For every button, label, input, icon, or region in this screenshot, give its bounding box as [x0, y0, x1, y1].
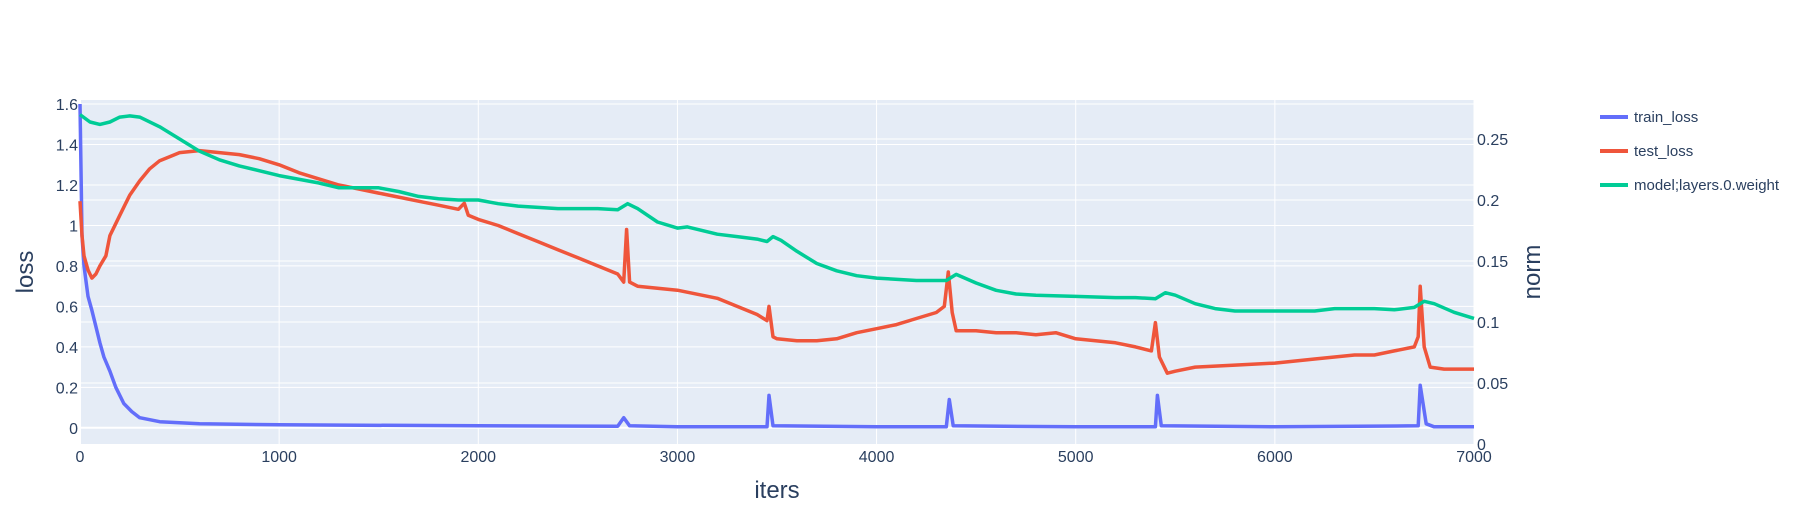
x-tick-label: 6000: [1257, 449, 1293, 466]
series-line-test-loss: [78, 148, 1474, 375]
y2-tick-labels: 0 0.05 0.1 0.15 0.2 0.25: [1477, 132, 1508, 454]
y2-axis-title: norm: [1519, 245, 1546, 300]
y-tick-label: 0.2: [56, 380, 78, 397]
y2-tick-label: 0.05: [1477, 376, 1508, 393]
y-tick-labels: 0 0.2 0.4 0.6 0.8 1 1.2 1.4 1.6: [56, 97, 78, 438]
x-tick-label: 1000: [261, 449, 297, 466]
legend-label: model;layers.0.weight: [1634, 177, 1780, 194]
x-tick-label: 2000: [460, 449, 496, 466]
y-tick-label: 1: [69, 218, 78, 235]
series-line-model-layers-0-weight: [78, 113, 1475, 321]
x-tick-label: 4000: [859, 449, 895, 466]
x-tick-label: 7000: [1456, 449, 1492, 466]
y-tick-label: 0: [69, 421, 78, 438]
legend-label: train_loss: [1634, 109, 1698, 126]
y-tick-label: 1.6: [56, 97, 78, 114]
y2-tick-label: 0.15: [1477, 254, 1508, 271]
x-axis-title: iters: [754, 477, 799, 504]
x-tick-label: 3000: [660, 449, 696, 466]
y-tick-label: 0.4: [56, 340, 78, 357]
grid-lines: [80, 100, 1475, 444]
y2-tick-label: 0.25: [1477, 132, 1508, 149]
x-tick-label: 0: [76, 449, 85, 466]
x-tick-labels: 0 1000 2000 3000 4000 5000 6000 7000: [76, 449, 1492, 466]
y-tick-label: 1.4: [56, 138, 78, 155]
plot-background: [80, 100, 1474, 444]
y-tick-label: 0.8: [56, 259, 78, 276]
y-axis-title: loss: [12, 251, 39, 294]
series-lines: [78, 103, 1475, 429]
series-line-train-loss: [78, 103, 1474, 429]
legend: train_loss test_loss model;layers.0.weight: [1600, 109, 1780, 194]
y2-tick-label: 0: [1477, 437, 1486, 454]
y-tick-label: 0.6: [56, 299, 78, 316]
y2-tick-label: 0.1: [1477, 315, 1499, 332]
y-tick-label: 1.2: [56, 178, 78, 195]
y2-tick-label: 0.2: [1477, 193, 1499, 210]
x-tick-label: 5000: [1058, 449, 1094, 466]
legend-label: test_loss: [1634, 143, 1693, 160]
